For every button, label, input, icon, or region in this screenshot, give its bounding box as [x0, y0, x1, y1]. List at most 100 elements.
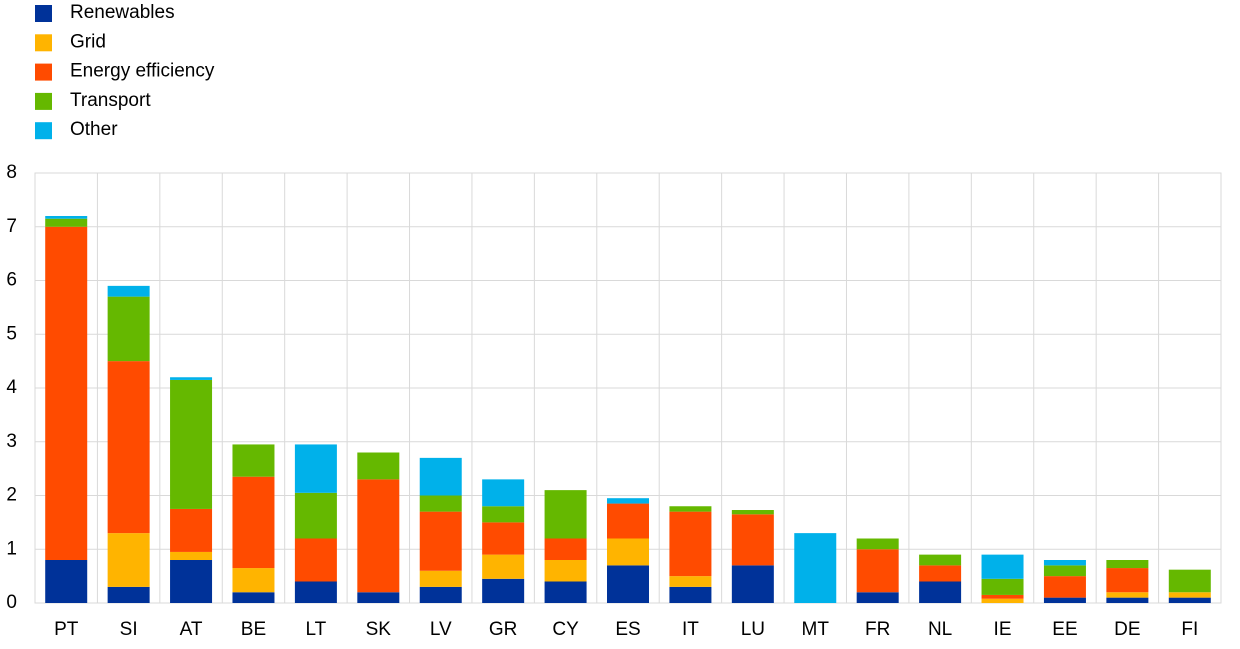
x-tick-label: LU: [741, 619, 765, 640]
legend-label: Energy efficiency: [70, 61, 215, 82]
x-tick-label: LV: [430, 619, 452, 640]
bar-segment: [544, 490, 587, 539]
bar-segment: [731, 514, 774, 566]
x-tick-label: FR: [865, 619, 890, 640]
bar-segment: [1168, 597, 1211, 603]
bar-segment: [357, 479, 400, 593]
bar-segment: [232, 568, 275, 593]
bar-segment: [669, 511, 712, 577]
bar-segment: [607, 538, 649, 566]
bar-segment: [1106, 560, 1149, 569]
bar-segment: [170, 560, 213, 603]
bar-segment: [232, 592, 275, 603]
x-tick-label: EE: [1052, 619, 1077, 640]
x-tick-label: LT: [306, 619, 327, 640]
legend-label: Renewables: [70, 2, 175, 23]
bar-segment: [794, 533, 837, 603]
x-tick-label: AT: [180, 619, 203, 640]
legend-swatch: [35, 34, 52, 52]
legend-swatch: [35, 5, 52, 22]
bar-segment: [731, 565, 774, 603]
bar-segment: [919, 565, 962, 582]
bar-segment: [607, 498, 649, 504]
bar-segment: [419, 495, 462, 512]
y-tick-label: 4: [6, 377, 17, 398]
bar-segment: [419, 570, 462, 587]
bar-segment: [482, 554, 525, 579]
bar-segment: [45, 218, 88, 227]
x-tick-label: SK: [366, 619, 392, 640]
x-tick-label: ES: [615, 619, 640, 640]
x-tick-label: NL: [928, 619, 952, 640]
bar-segment: [1043, 576, 1086, 598]
bar-segment: [981, 594, 1024, 599]
legend-label: Grid: [70, 31, 106, 52]
bar-segment: [107, 533, 150, 587]
x-tick-label: IT: [682, 619, 699, 640]
bar-segment: [856, 592, 899, 603]
bar-segment: [107, 586, 150, 603]
bar-segment: [294, 492, 337, 539]
bar-segment: [669, 586, 712, 603]
y-tick-label: 7: [6, 216, 17, 237]
bar-segment: [856, 549, 899, 593]
bar-segment: [419, 586, 462, 603]
bar-segment: [107, 285, 150, 297]
bar-segment: [107, 296, 150, 362]
bar-segment: [981, 578, 1024, 595]
bar-segment: [607, 565, 649, 603]
bar-segment: [731, 510, 774, 515]
legend-swatch: [35, 92, 52, 110]
bar-segment: [45, 226, 88, 560]
bar-segment: [981, 598, 1024, 603]
bar-segment: [419, 511, 462, 571]
bar-segment: [981, 554, 1024, 579]
bar-segment: [482, 506, 525, 523]
bar-segment: [482, 479, 525, 507]
y-tick-label: 0: [6, 592, 17, 613]
bar-segment: [1106, 592, 1149, 598]
x-tick-label: GR: [489, 619, 518, 640]
y-tick-label: 6: [6, 270, 17, 291]
x-tick-label: FI: [1181, 619, 1198, 640]
bar-segment: [1168, 569, 1211, 593]
bar-segment: [170, 377, 213, 380]
bar-segment: [357, 452, 400, 480]
bar-segment: [170, 551, 213, 560]
bar-segment: [294, 538, 337, 582]
x-tick-label: MT: [802, 619, 830, 640]
y-tick-label: 8: [6, 162, 17, 183]
x-tick-label: SI: [120, 619, 138, 640]
bar-segment: [856, 538, 899, 550]
bar-segment: [170, 508, 213, 552]
bar-segment: [45, 560, 88, 603]
bar-segment: [1043, 597, 1086, 603]
bar-segment: [482, 522, 525, 555]
bar-segment: [419, 457, 462, 496]
bar-segment: [170, 379, 213, 509]
bar-segment: [482, 578, 525, 603]
bar-segment: [607, 503, 649, 539]
legend-swatch: [35, 122, 52, 140]
bar-segment: [294, 581, 337, 603]
bar-segment: [669, 576, 712, 587]
bar-segment: [1106, 597, 1149, 603]
x-tick-label: IE: [994, 619, 1012, 640]
bar-segment: [232, 444, 275, 477]
y-tick-label: 2: [6, 485, 17, 506]
bar-segment: [1043, 565, 1086, 577]
legend-label: Transport: [70, 90, 151, 111]
bar-segment: [357, 592, 400, 603]
bar-segment: [919, 554, 962, 566]
bar-segment: [544, 581, 587, 603]
bar-segment: [45, 216, 88, 219]
y-tick-label: 1: [6, 538, 17, 559]
y-tick-label: 3: [6, 431, 17, 452]
x-tick-label: DE: [1114, 619, 1140, 640]
x-tick-label: BE: [241, 619, 266, 640]
x-tick-label: PT: [54, 619, 79, 640]
bar-segment: [544, 560, 587, 582]
bar-segment: [232, 476, 275, 569]
bar-segment: [1106, 568, 1149, 593]
